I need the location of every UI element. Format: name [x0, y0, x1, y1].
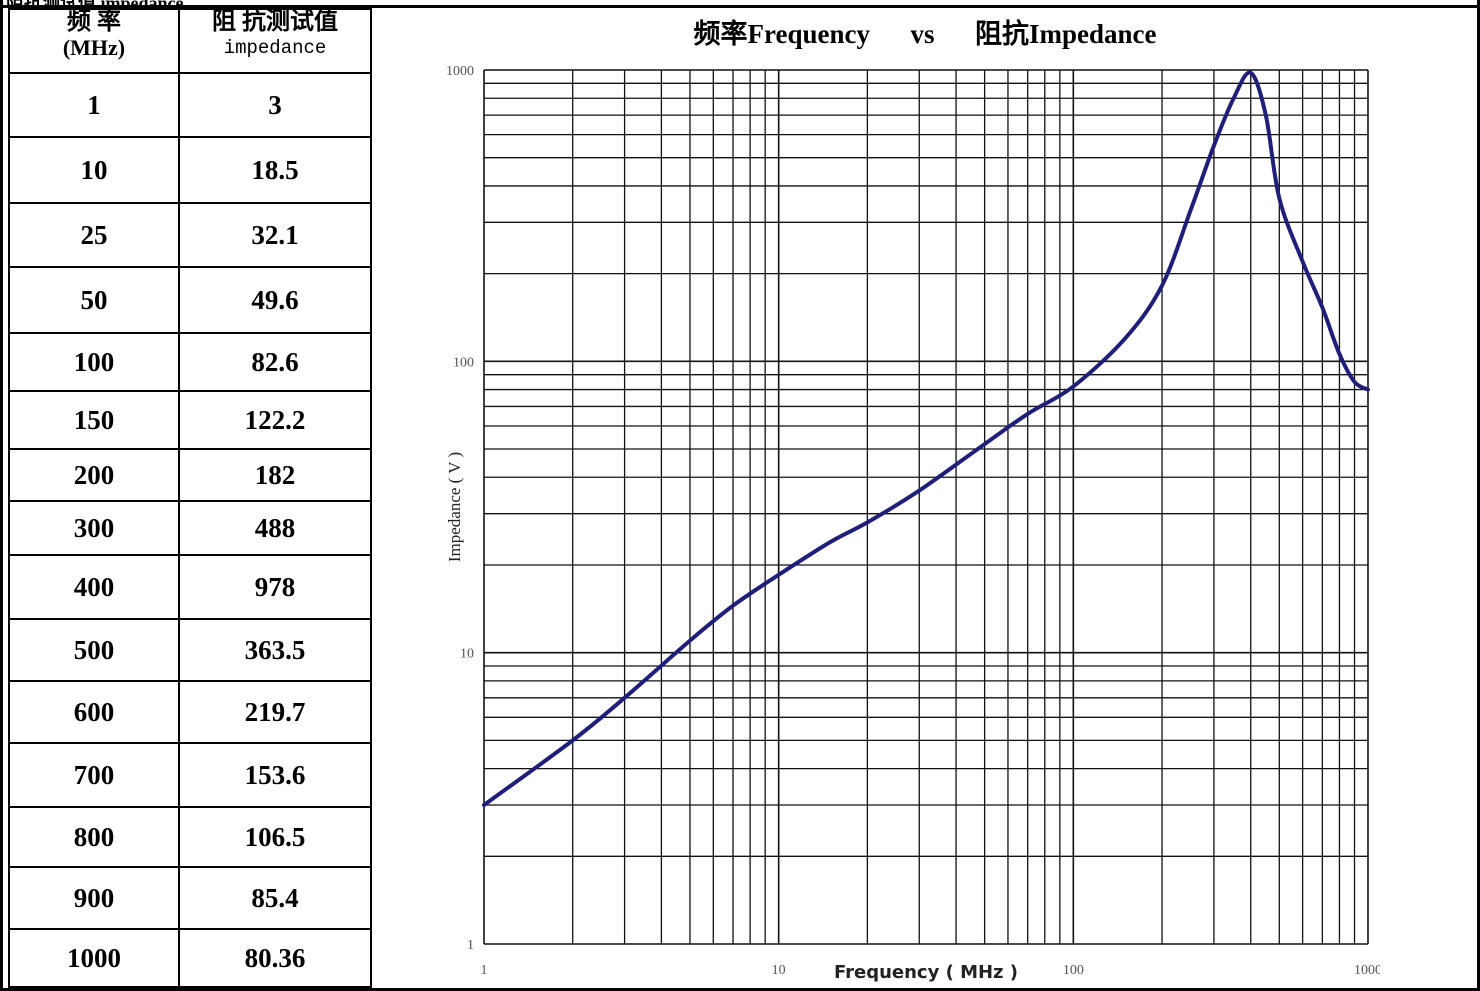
freq-header-label: 频 率 — [67, 9, 121, 35]
table-row: 800 106.5 — [8, 806, 372, 868]
y-tick-label: 1 — [467, 938, 474, 953]
impedance-table: 频 率 (MHz) 阻 抗测试值 impedance 1 3 10 18.5 25 32.… — [8, 8, 372, 988]
impedance-cell: 106.5 — [178, 806, 372, 868]
y-tick-label: 100 — [453, 355, 474, 370]
x-axis-label: Frequency ( MHz ) — [834, 962, 1018, 983]
impedance-cell: 182 — [178, 448, 372, 502]
impedance-cell: 153.6 — [178, 742, 372, 808]
freq-cell: 100 — [8, 332, 180, 392]
impedance-cell: 49.6 — [178, 266, 372, 334]
y-tick-label: 10 — [460, 647, 474, 662]
chart-title: 频率Frequency vs 阻抗Impedance — [693, 19, 1157, 49]
table-row: 1000 80.36 — [8, 928, 372, 988]
table-row: 500 363.5 — [8, 618, 372, 682]
impedance-cell: 219.7 — [178, 680, 372, 744]
x-tick-label: 100 — [1063, 963, 1084, 978]
y-tick-label: 1000 — [446, 64, 474, 79]
freq-cell: 200 — [8, 448, 180, 502]
freq-cell: 25 — [8, 202, 180, 268]
freq-cell: 800 — [8, 806, 180, 868]
impedance-cell: 122.2 — [178, 390, 372, 450]
impedance-cell: 18.5 — [178, 136, 372, 204]
table-row: 100 82.6 — [8, 332, 372, 392]
x-tick-label: 10 — [772, 963, 786, 978]
freq-cell: 500 — [8, 618, 180, 682]
freq-cell: 400 — [8, 554, 180, 620]
freq-cell: 700 — [8, 742, 180, 808]
table-row: 600 219.7 — [8, 680, 372, 744]
table-row: 400 978 — [8, 554, 372, 620]
freq-cell: 900 — [8, 866, 180, 930]
impedance-cell: 488 — [178, 500, 372, 556]
freq-cell: 300 — [8, 500, 180, 556]
x-tick-label: 1000 — [1354, 963, 1380, 978]
x-tick-label: 1 — [481, 963, 488, 978]
table-row: 50 49.6 — [8, 266, 372, 334]
table-row: 25 32.1 — [8, 202, 372, 268]
impedance-cell: 363.5 — [178, 618, 372, 682]
freq-cell: 10 — [8, 136, 180, 204]
impedance-cell: 82.6 — [178, 332, 372, 392]
freq-cell: 1 — [8, 72, 180, 138]
table-row: 300 488 — [8, 500, 372, 556]
impedance-column-header: 阻 抗测试值 impedance — [178, 8, 372, 74]
impedance-cell: 978 — [178, 554, 372, 620]
impedance-header-label: 阻 抗测试值 — [212, 9, 338, 35]
impedance-cell: 3 — [178, 72, 372, 138]
impedance-cell: 85.4 — [178, 866, 372, 930]
impedance-cell: 32.1 — [178, 202, 372, 268]
freq-cell: 1000 — [8, 928, 180, 988]
table-row: 200 182 — [8, 448, 372, 502]
freq-cell: 150 — [8, 390, 180, 450]
impedance-series-line — [482, 70, 1370, 807]
impedance-header-sub: impedance — [223, 37, 327, 59]
freq-header-unit: (MHz) — [62, 35, 126, 60]
table-row: 10 18.5 — [8, 136, 372, 204]
freq-cell: 600 — [8, 680, 180, 744]
table-row: 700 153.6 — [8, 742, 372, 808]
freq-cell: 50 — [8, 266, 180, 334]
impedance-chart: 1 10 100 1000 1 10 100 1000 Frequency ( MHz ) I… — [445, 64, 1380, 983]
freq-column-header: 频 率 (MHz) — [8, 8, 180, 74]
y-axis-label: Impedance ( V ) — [445, 452, 464, 562]
table-row: 150 122.2 — [8, 390, 372, 450]
impedance-cell: 80.36 — [178, 928, 372, 988]
table-row: 900 85.4 — [8, 866, 372, 930]
